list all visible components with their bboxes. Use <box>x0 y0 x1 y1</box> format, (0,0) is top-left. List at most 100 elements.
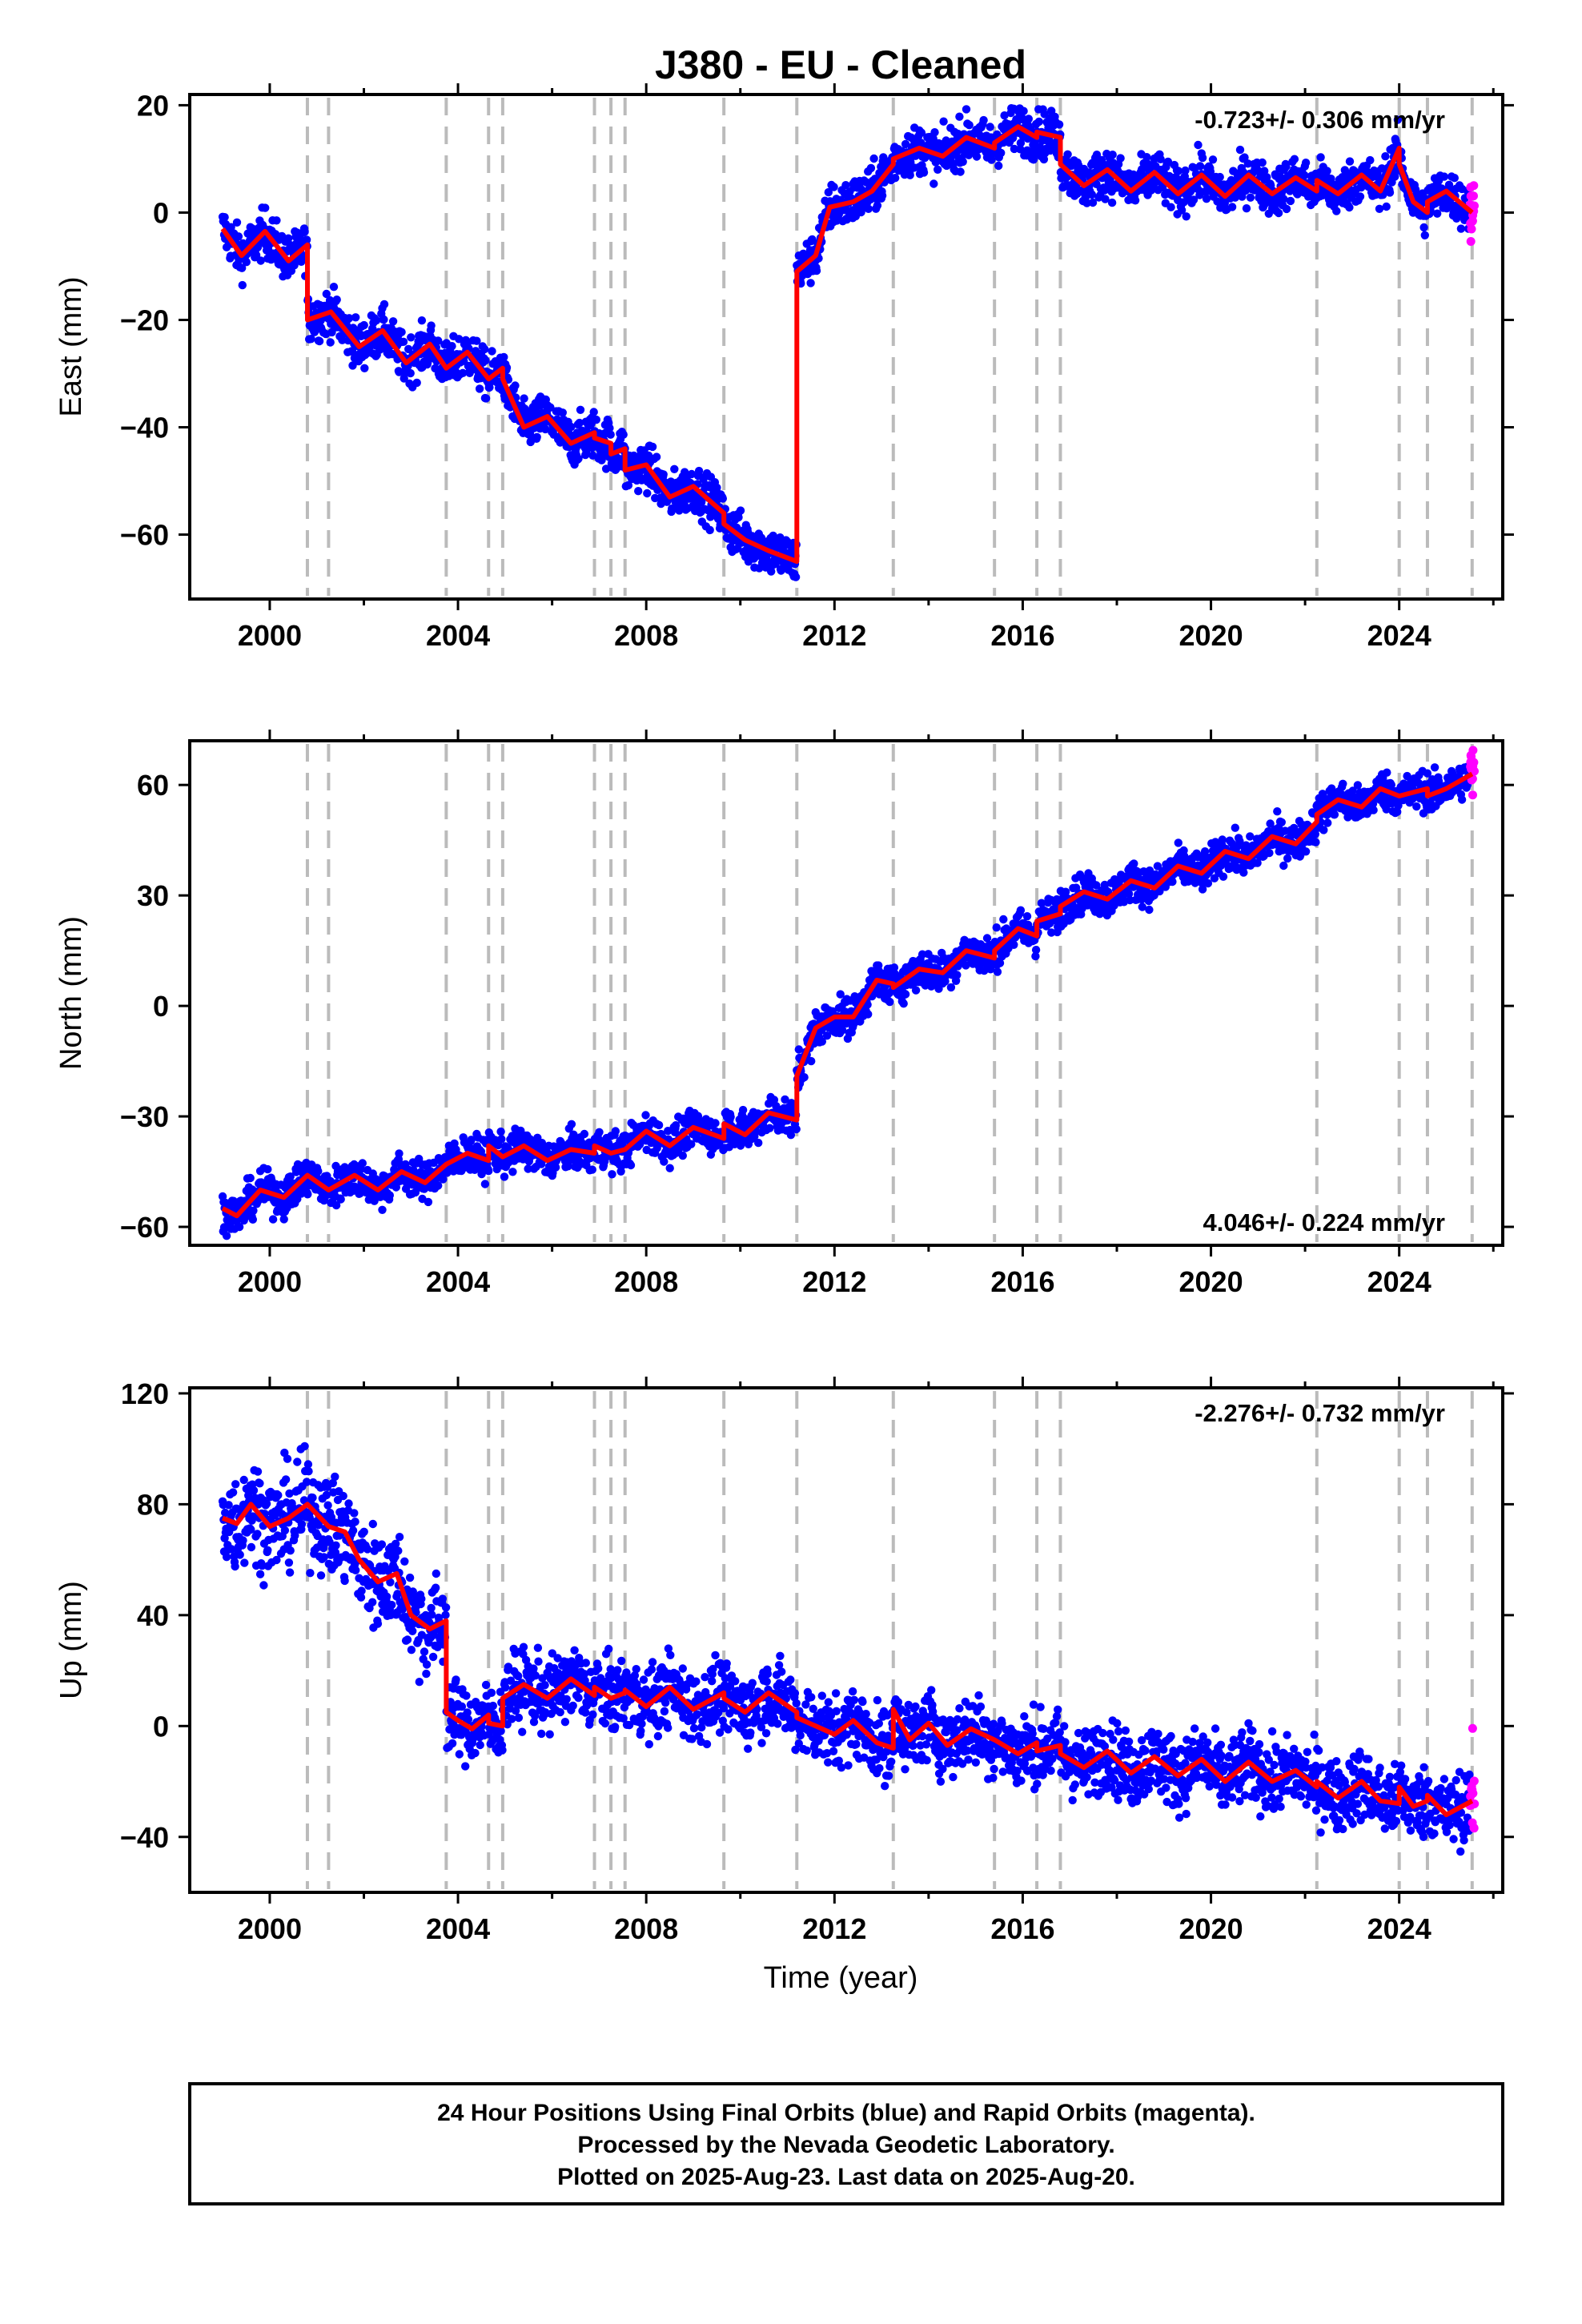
data-point <box>1092 881 1101 890</box>
data-point <box>665 1164 674 1172</box>
data-point <box>564 1162 572 1171</box>
data-point <box>242 258 251 267</box>
data-point <box>1174 838 1183 847</box>
data-point <box>358 1159 367 1168</box>
data-point <box>532 432 541 441</box>
data-point <box>1101 195 1110 203</box>
data-point <box>754 1138 763 1148</box>
data-point <box>1433 209 1442 218</box>
data-point <box>891 174 900 183</box>
data-point <box>467 1136 476 1144</box>
data-point <box>567 1120 576 1129</box>
data-point <box>336 1195 345 1204</box>
data-point <box>611 1127 620 1136</box>
data-point <box>931 158 941 167</box>
data-point <box>1383 768 1391 777</box>
data-point <box>1142 153 1151 162</box>
data-point <box>697 497 706 507</box>
data-point <box>379 300 389 309</box>
data-point <box>359 320 368 330</box>
x-tick-label: 2020 <box>1179 619 1243 652</box>
data-point <box>448 342 456 351</box>
data-point <box>671 1121 681 1130</box>
data-point <box>546 403 555 412</box>
data-point <box>794 1045 803 1054</box>
data-point <box>1174 167 1183 175</box>
data-point <box>987 155 996 164</box>
final-orbit-points <box>218 746 1479 1240</box>
data-point <box>664 1127 673 1136</box>
data-point <box>1198 153 1207 163</box>
data-point <box>641 1111 650 1120</box>
data-point <box>1000 111 1009 120</box>
data-point <box>488 347 496 356</box>
data-point <box>713 483 721 493</box>
data-point <box>417 316 427 325</box>
data-point <box>378 1205 387 1215</box>
data-point <box>1311 830 1320 839</box>
data-point <box>1355 192 1365 201</box>
data-point <box>1034 117 1044 127</box>
data-point <box>899 999 908 1008</box>
data-point <box>1319 791 1327 800</box>
data-point <box>558 408 567 417</box>
data-point <box>606 430 615 439</box>
data-point <box>238 263 247 272</box>
data-point <box>331 1200 341 1210</box>
rapid-orbit-point <box>1466 183 1476 192</box>
data-point <box>251 251 261 259</box>
data-point <box>997 148 1006 158</box>
data-point <box>1124 890 1134 899</box>
data-point <box>1195 162 1205 171</box>
data-point <box>626 1160 636 1170</box>
data-point <box>1290 155 1299 163</box>
data-point <box>541 424 550 434</box>
data-point <box>592 415 600 424</box>
data-point <box>388 317 398 326</box>
data-point <box>648 442 657 452</box>
data-point <box>917 950 927 959</box>
y-tick-label: −20 <box>120 304 169 336</box>
data-point <box>930 128 939 137</box>
data-point <box>1198 885 1207 894</box>
data-point <box>605 424 614 432</box>
data-point <box>424 1197 433 1207</box>
data-point <box>1332 207 1341 215</box>
figure-title: J380 - EU - Cleaned <box>655 42 1026 87</box>
data-point <box>670 464 679 473</box>
data-point <box>1016 145 1025 154</box>
data-point <box>1282 204 1291 214</box>
data-point <box>864 204 873 213</box>
data-point <box>1243 159 1253 168</box>
data-point <box>511 381 520 390</box>
data-point <box>322 289 331 299</box>
data-point <box>235 1222 244 1232</box>
data-point <box>993 967 1002 976</box>
data-point <box>873 201 882 210</box>
data-point <box>497 1135 506 1144</box>
model-fit-line <box>220 124 1474 565</box>
data-point <box>1238 192 1247 201</box>
data-point <box>1016 906 1026 915</box>
data-point <box>956 167 965 176</box>
data-point <box>1385 188 1395 197</box>
data-point <box>1253 858 1262 867</box>
data-point <box>484 1167 493 1176</box>
data-point <box>1227 203 1237 211</box>
data-point <box>1419 223 1428 232</box>
data-point <box>1240 153 1249 162</box>
data-point <box>284 234 293 243</box>
data-point <box>300 227 309 236</box>
data-point <box>360 364 369 372</box>
data-point <box>1130 196 1140 205</box>
data-point <box>1323 818 1332 827</box>
data-point <box>480 1180 490 1188</box>
data-point <box>567 422 576 432</box>
data-point <box>1024 115 1034 123</box>
data-point <box>1231 823 1240 832</box>
data-point <box>877 191 887 200</box>
data-point <box>864 1010 873 1019</box>
east-panel: 2000 2004 2008 2012 2016 2020 2024200−20−40−60… <box>54 83 1514 652</box>
rapid-orbit-point <box>1469 191 1478 201</box>
data-point <box>1088 198 1098 207</box>
